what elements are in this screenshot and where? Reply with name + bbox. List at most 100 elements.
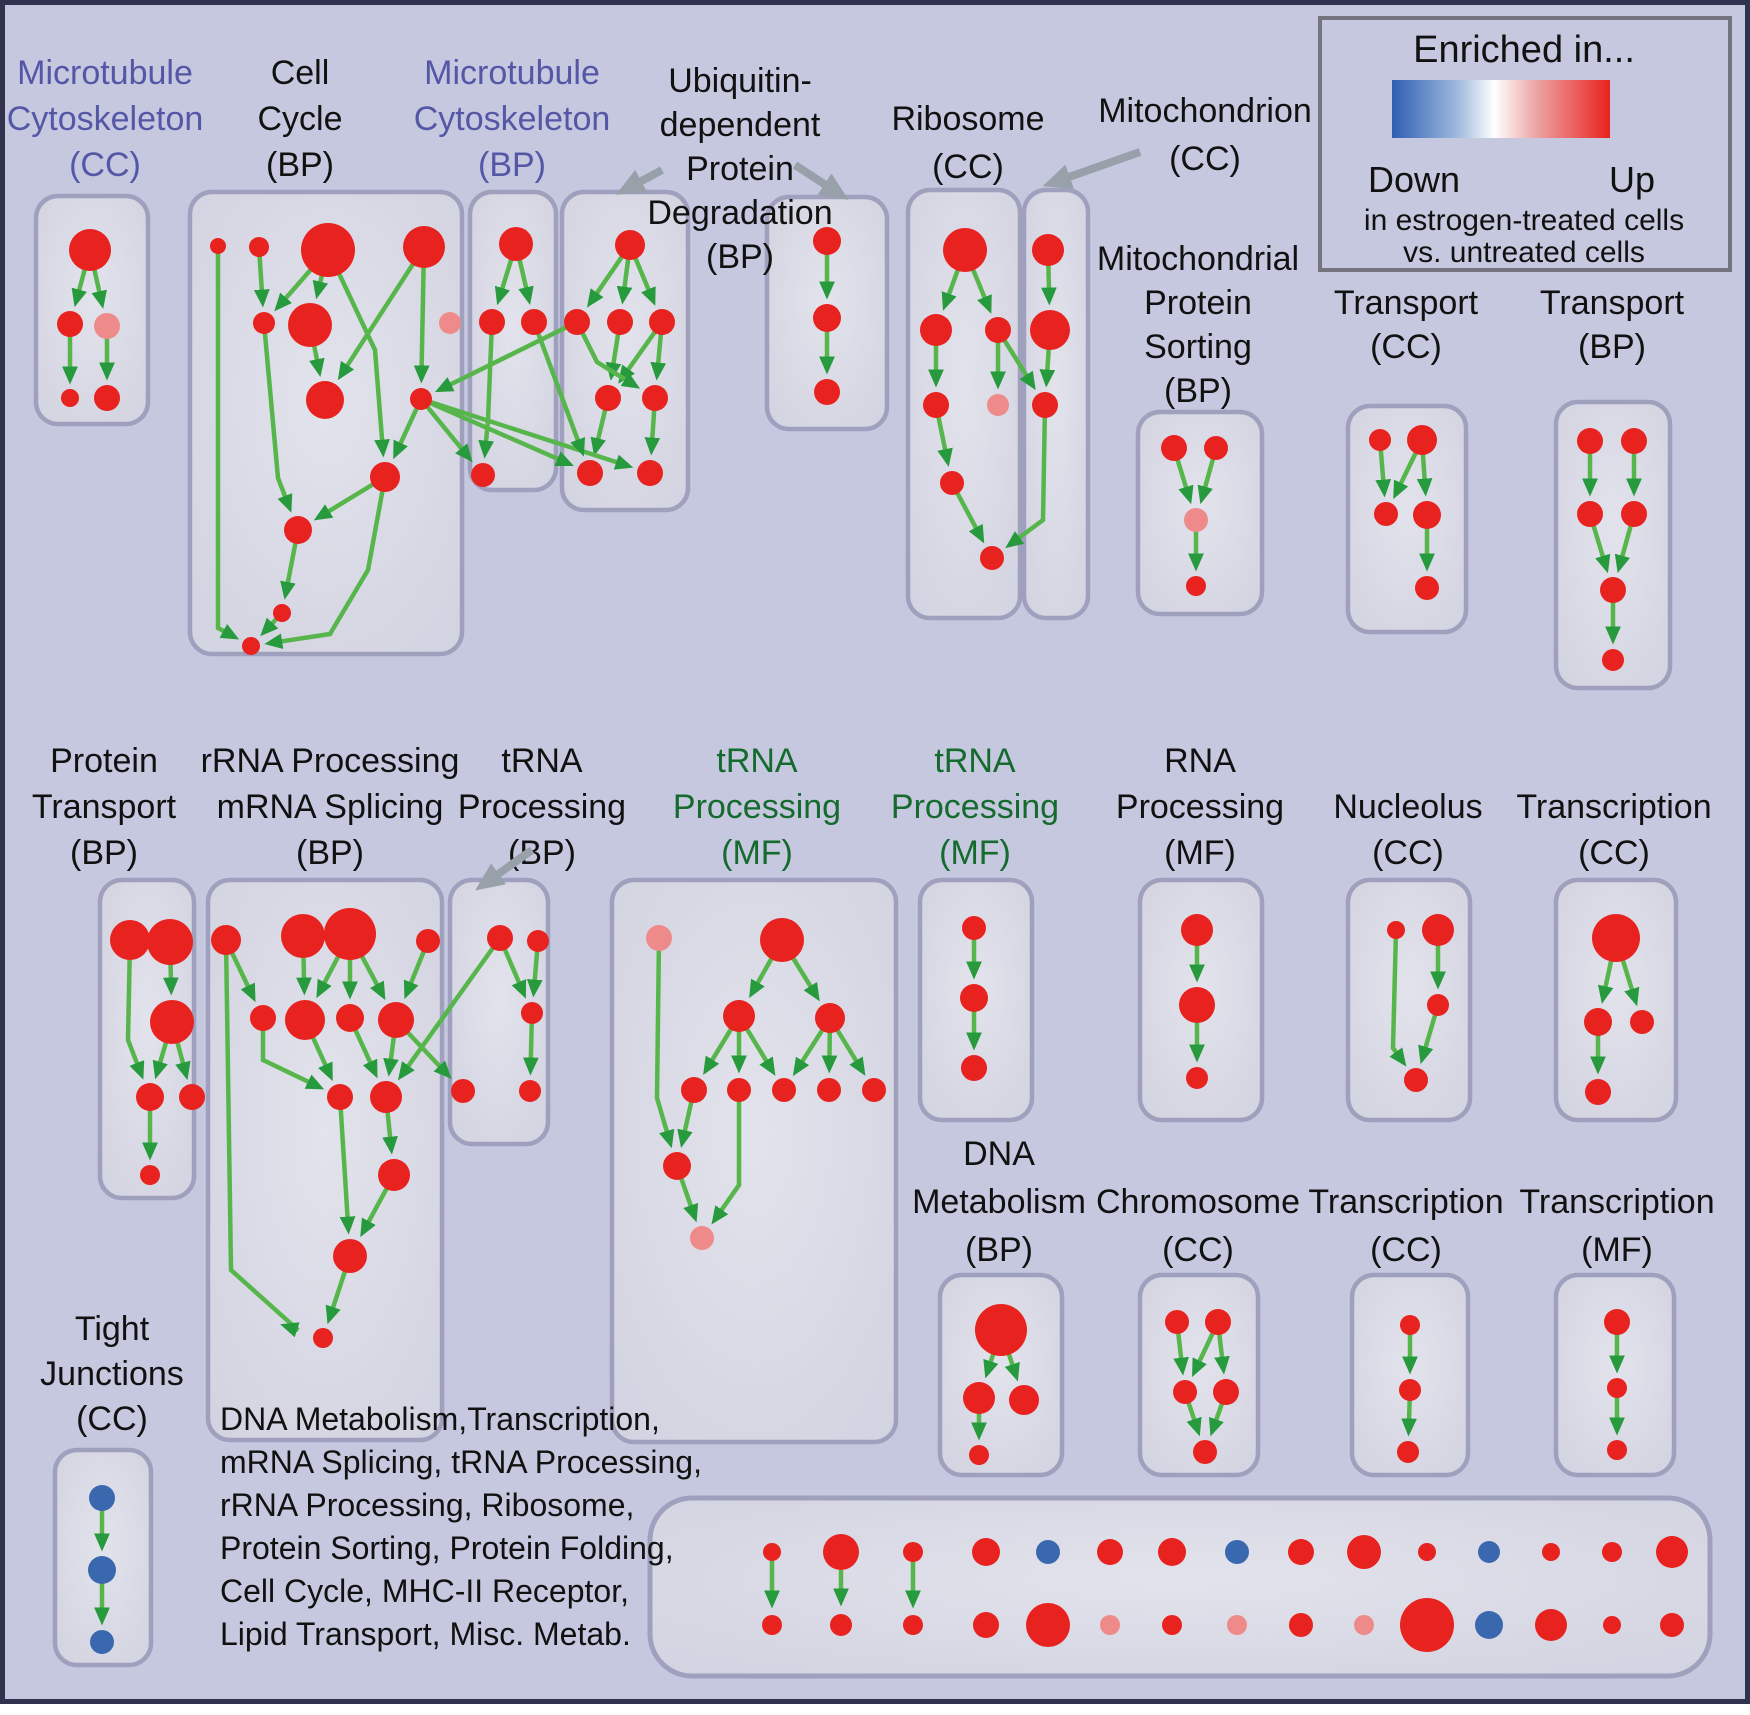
go-term-node [94, 313, 120, 339]
go-term-node [403, 226, 445, 268]
cluster-label-rna-processing-mf: RNA [1164, 742, 1236, 780]
cluster-label-chromosome: (CC) [1162, 1231, 1234, 1269]
cluster-label-microtubule-cc: Cytoskeleton [7, 100, 204, 138]
cluster-label-trna-processing-bp: tRNA [501, 742, 583, 780]
edge-arrow [125, 939, 145, 1080]
cluster-label-ubiquitin-1: (BP) [706, 238, 774, 276]
edge-arrow [434, 319, 578, 393]
go-term-node [1165, 1310, 1189, 1334]
cluster-label-dna-metabolism: DNA [963, 1135, 1035, 1173]
go-term-node [1413, 501, 1441, 529]
matrix-node-top [763, 1543, 781, 1561]
cluster-label-transcription-cc-bottom: Transcription [1308, 1183, 1503, 1221]
go-term-node [89, 1485, 115, 1511]
matrix-node-bottom [1535, 1609, 1567, 1641]
go-term-node [1592, 914, 1640, 962]
go-term-node [1213, 1379, 1239, 1405]
go-term-node [1179, 987, 1215, 1023]
cluster-label-ubiquitin-1: Degradation [647, 194, 832, 232]
go-term-node [1181, 914, 1213, 946]
go-term-node [1400, 1315, 1420, 1335]
ubiquitin-label-arrow-left [615, 166, 664, 195]
go-term-node [140, 1165, 160, 1185]
go-term-node [985, 317, 1011, 343]
legend-subtitle-line2: vs. untreated cells [1403, 236, 1645, 269]
cluster-label-nuclear-transport: Transport [1334, 284, 1479, 322]
go-term-node [288, 303, 332, 347]
go-term-node [211, 925, 241, 955]
go-term-node [179, 1084, 205, 1110]
go-term-node [961, 1055, 987, 1081]
cluster-label-trna-processing-bp: Processing [458, 788, 626, 826]
go-term-node [439, 312, 461, 334]
cluster-label-protein-transport: Transport [32, 788, 177, 826]
bottom-margin-strip [0, 1704, 1750, 1715]
nodes-layer [57, 223, 1688, 1654]
go-term-node [410, 388, 432, 410]
go-term-node [646, 925, 672, 951]
edge-arrow [215, 246, 240, 640]
go-term-node [1630, 1010, 1654, 1034]
matrix-node-top [1418, 1543, 1436, 1561]
cluster-label-microtubule-bp: Microtubule [424, 54, 600, 92]
go-term-node [615, 230, 645, 260]
cluster-box-rna-transport [1553, 399, 1673, 691]
go-term-node [815, 1003, 845, 1033]
go-term-node [250, 1005, 276, 1031]
cluster-label-rrna-processing-mrna-splicing: (BP) [296, 834, 364, 872]
go-term-node [814, 379, 840, 405]
go-term-node [1422, 914, 1454, 946]
go-term-node [1600, 577, 1626, 603]
go-term-node [487, 925, 513, 951]
cluster-label-transcription-cc-mid: (CC) [1578, 834, 1650, 872]
cluster-label-microtubule-cc: Microtubule [17, 54, 193, 92]
edge-arrow [337, 1096, 356, 1235]
misc-cluster-box [647, 1495, 1713, 1679]
cluster-label-trna-processing-mf-1: (MF) [721, 834, 793, 872]
cluster-label-tight-junctions: Tight [75, 1310, 150, 1348]
cluster-label-trna-processing-mf-1: tRNA [716, 742, 798, 780]
matrix-node-top [1602, 1542, 1622, 1562]
cluster-label-microtubule-bp: (BP) [478, 146, 546, 184]
go-term-node [760, 918, 804, 962]
go-term-node [499, 227, 533, 261]
go-term-node [595, 385, 621, 411]
go-term-node [813, 304, 841, 332]
cluster-label-cell-cycle: Cell [271, 54, 330, 92]
matrix-node-top [1656, 1536, 1688, 1568]
edge-arrow [574, 320, 641, 389]
edge-arrow [223, 939, 300, 1338]
go-term-node [1030, 310, 1070, 350]
go-term-node [1584, 1008, 1612, 1036]
go-term-node [416, 929, 440, 953]
go-term-node [1404, 1068, 1428, 1092]
matrix-node-top [1478, 1541, 1500, 1563]
cluster-label-mitochondrion: (CC) [1169, 140, 1241, 178]
ubiquitin-label-arrow-right [792, 161, 849, 200]
go-term-node [90, 1630, 114, 1654]
cluster-label-tight-junctions: Junctions [40, 1355, 184, 1393]
go-term-node [1387, 921, 1405, 939]
go-term-node [253, 312, 275, 334]
cluster-label-mito-protein-sorting: (BP) [1164, 372, 1232, 410]
go-term-node [772, 1078, 796, 1102]
go-term-node [110, 920, 150, 960]
go-term-node [727, 1078, 751, 1102]
cluster-label-microtubule-bp: Cytoskeleton [414, 100, 611, 138]
matrix-node-top [823, 1534, 859, 1570]
go-term-node [1369, 429, 1391, 451]
go-term-node [1621, 428, 1647, 454]
go-term-node [1602, 649, 1624, 671]
matrix-node-top [1036, 1540, 1060, 1564]
go-term-node [980, 546, 1004, 570]
matrix-node-top [1225, 1540, 1249, 1564]
go-term-node [136, 1083, 164, 1111]
edge-arrow [1389, 929, 1407, 1067]
cluster-label-ubiquitin-1: dependent [660, 106, 821, 144]
go-term-node [663, 1152, 691, 1180]
cluster-box-rrna-processing-mrna-splicing [205, 877, 445, 1443]
misc-categories-text: DNA Metabolism,Transcription, [220, 1401, 660, 1437]
cluster-label-protein-transport: (BP) [70, 834, 138, 872]
go-term-node [1374, 502, 1398, 526]
